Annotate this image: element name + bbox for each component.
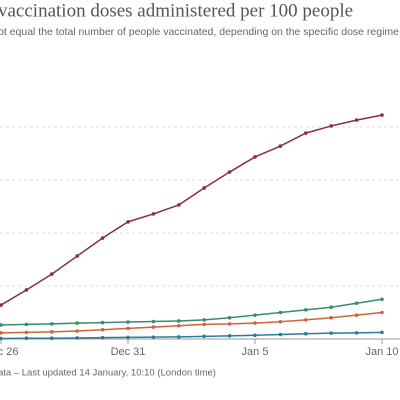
point — [151, 325, 156, 329]
point — [202, 334, 206, 339]
point — [278, 310, 283, 315]
point — [253, 155, 257, 159]
point — [227, 334, 232, 338]
point — [0, 323, 3, 327]
point — [354, 313, 359, 317]
point — [50, 336, 54, 341]
x-tick-label: Dec 31 — [111, 346, 146, 358]
point — [75, 321, 79, 325]
chart-title: vaccination doses administered per 100 p… — [0, 0, 353, 21]
point — [278, 144, 283, 148]
point — [278, 319, 283, 324]
footer: ata – Last updated 14 January, 10:10 (Lo… — [0, 368, 216, 379]
point — [227, 322, 232, 326]
x-tick-label: Dec 26 — [0, 346, 18, 358]
point — [100, 327, 105, 332]
point — [0, 303, 3, 307]
line — [0, 331, 383, 340]
point — [304, 131, 308, 135]
point — [329, 331, 334, 335]
point — [24, 322, 29, 327]
point — [75, 329, 79, 333]
point — [177, 319, 181, 323]
point — [126, 326, 130, 331]
point — [151, 335, 156, 339]
point — [304, 331, 308, 336]
point — [227, 316, 232, 320]
point — [227, 170, 232, 174]
point — [380, 330, 384, 335]
point — [100, 236, 105, 240]
point — [329, 305, 334, 310]
point — [354, 331, 359, 335]
point — [24, 330, 29, 335]
point — [24, 336, 29, 341]
line — [0, 114, 383, 306]
line — [0, 311, 383, 334]
point — [202, 186, 206, 190]
point — [126, 320, 130, 324]
x-tick-label: Jan 10 — [365, 346, 398, 358]
point — [202, 322, 206, 327]
x-tick-label: Jan 5 — [242, 346, 269, 358]
point — [0, 331, 3, 335]
point — [253, 313, 257, 317]
point — [253, 333, 257, 338]
point — [278, 332, 283, 337]
point — [354, 301, 359, 306]
point — [304, 318, 308, 322]
line — [0, 298, 383, 326]
point — [75, 254, 79, 258]
point — [126, 220, 130, 224]
point — [329, 316, 334, 320]
point — [151, 319, 156, 324]
point — [329, 124, 334, 128]
point — [100, 335, 105, 340]
point — [380, 113, 384, 117]
point — [177, 323, 181, 328]
point — [75, 336, 79, 340]
point — [354, 118, 359, 122]
point — [202, 318, 206, 322]
point — [177, 203, 181, 207]
point — [0, 336, 3, 341]
point — [151, 212, 156, 216]
point — [100, 320, 105, 325]
point — [380, 310, 384, 315]
chart-subtitle: ot equal the total number of people vacc… — [0, 26, 400, 38]
point — [253, 321, 257, 325]
point — [304, 308, 308, 312]
point — [50, 330, 54, 334]
point — [24, 288, 29, 292]
point — [380, 297, 384, 302]
point — [126, 335, 130, 340]
point — [177, 335, 181, 339]
point — [50, 272, 54, 276]
point — [50, 322, 54, 326]
